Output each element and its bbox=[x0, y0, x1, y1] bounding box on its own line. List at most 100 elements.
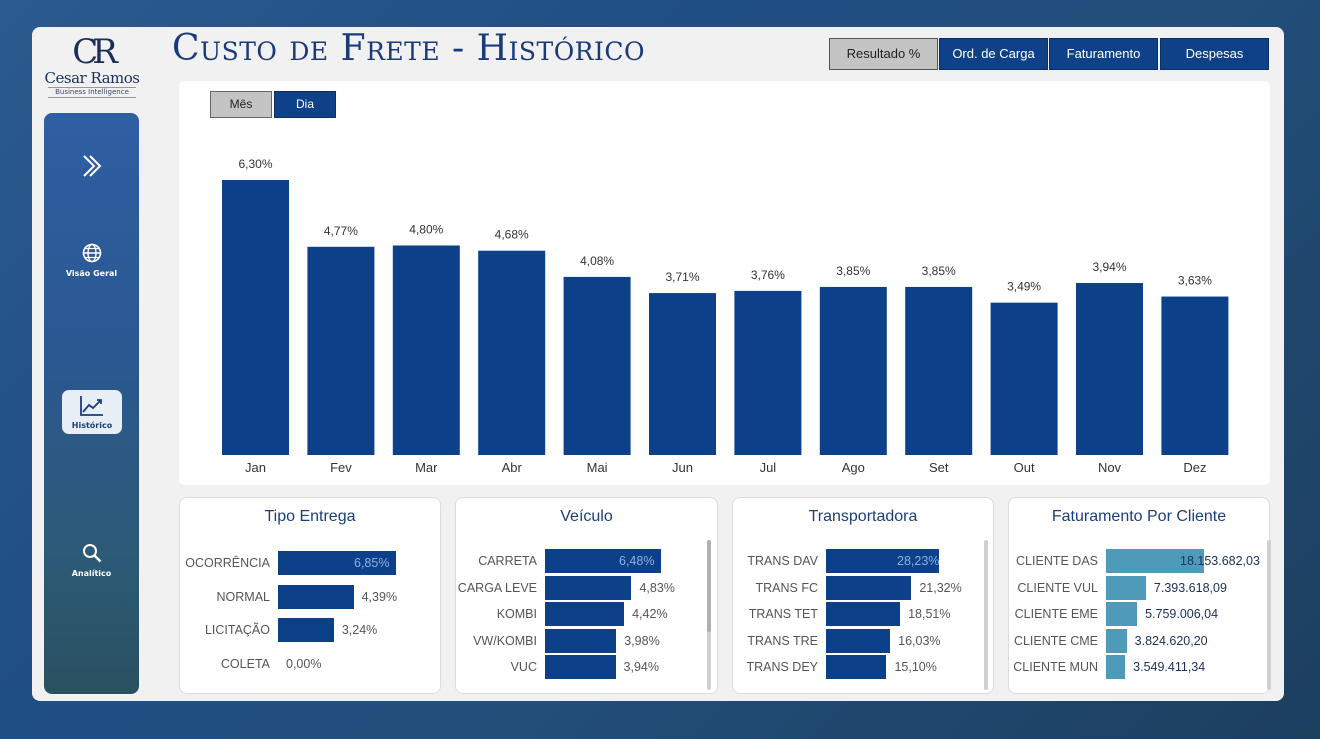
bar-value-label: 4,68% bbox=[495, 228, 529, 242]
bar[interactable] bbox=[1106, 655, 1126, 679]
bar[interactable] bbox=[1106, 575, 1146, 600]
bar-value-label: 3,63% bbox=[1178, 274, 1212, 288]
x-tick-label: Jan bbox=[245, 460, 266, 475]
list-item[interactable]: CARRETA 6,48% bbox=[456, 549, 717, 573]
brand-name: Cesar Ramos bbox=[44, 69, 140, 87]
list-item[interactable]: CLIENTE EME 5.759.006,04 bbox=[1009, 602, 1269, 626]
category-label: CLIENTE CME bbox=[1013, 633, 1098, 648]
list-item[interactable]: KOMBI 4,42% bbox=[456, 602, 717, 626]
bar[interactable] bbox=[826, 575, 912, 600]
category-label: COLETA bbox=[220, 656, 270, 671]
sidebar-item-label: Visão Geral bbox=[65, 269, 118, 278]
ord-carga-button[interactable]: Ord. de Carga bbox=[939, 38, 1048, 70]
sidebar-item-historico[interactable]: Histórico bbox=[62, 390, 122, 434]
list-item[interactable]: CLIENTE VUL 7.393.618,09 bbox=[1009, 575, 1269, 600]
x-tick-label: Ago bbox=[842, 460, 865, 475]
globe-icon bbox=[82, 243, 101, 263]
list-item[interactable]: TRANS DAV 28,23% bbox=[733, 549, 993, 573]
list-item[interactable]: OCORRÊNCIA 6,85% bbox=[180, 551, 440, 575]
bar-set[interactable] bbox=[905, 286, 973, 455]
value-label: 3.824.620,20 bbox=[1134, 633, 1208, 648]
bar-value-label: 4,77% bbox=[324, 224, 358, 238]
bar[interactable] bbox=[278, 618, 334, 642]
category-label: CLIENTE EME bbox=[1014, 607, 1098, 621]
sidebar-item-analitico[interactable]: Analítico bbox=[44, 543, 139, 578]
bar[interactable] bbox=[826, 602, 901, 626]
bar-mai[interactable] bbox=[563, 276, 631, 455]
bar-jul[interactable] bbox=[734, 290, 802, 455]
list-item[interactable]: CARGA LEVE 4,83% bbox=[456, 575, 717, 600]
list-item[interactable]: NORMAL 4,39% bbox=[180, 584, 440, 609]
dia-toggle-button[interactable]: Dia bbox=[274, 91, 336, 118]
bar-fev[interactable] bbox=[307, 246, 375, 455]
bar[interactable] bbox=[826, 549, 939, 573]
scrollbar-thumb[interactable] bbox=[707, 540, 711, 632]
scrollbar[interactable] bbox=[1267, 540, 1271, 690]
list-item[interactable]: COLETA 0,00% bbox=[180, 652, 440, 676]
bar[interactable] bbox=[826, 628, 891, 653]
bar-out[interactable] bbox=[990, 302, 1058, 455]
scrollbar[interactable] bbox=[984, 540, 988, 690]
card-title: Faturamento Por Cliente bbox=[1051, 508, 1227, 525]
value-label: 5.759.006,04 bbox=[1145, 607, 1219, 621]
value-label: 4,83% bbox=[639, 580, 675, 595]
x-tick-label: Mar bbox=[415, 460, 438, 475]
list-item[interactable]: CLIENTE MUN 3.549.411,34 bbox=[1009, 655, 1269, 679]
list-item[interactable]: VUC 3,94% bbox=[456, 655, 717, 679]
list-item[interactable]: CLIENTE CME 3.824.620,20 bbox=[1009, 628, 1269, 653]
list-item[interactable]: VW/KOMBI 3,98% bbox=[456, 628, 717, 653]
bar[interactable] bbox=[1106, 602, 1138, 626]
sidebar: Visão Geral Histórico Analítico bbox=[44, 113, 139, 694]
bar[interactable] bbox=[545, 655, 616, 679]
bar[interactable] bbox=[1106, 628, 1127, 653]
bar-value-label: 3,76% bbox=[751, 268, 785, 282]
bar-dez[interactable] bbox=[1161, 296, 1229, 455]
bar-ago[interactable] bbox=[819, 286, 887, 455]
category-label: CLIENTE DAS bbox=[1016, 554, 1098, 568]
bar[interactable] bbox=[278, 551, 396, 575]
mes-toggle-button[interactable]: Mês bbox=[210, 91, 272, 118]
resultado-button[interactable]: Resultado % bbox=[829, 38, 938, 70]
x-tick-label: Out bbox=[1014, 460, 1035, 475]
bar-jan[interactable] bbox=[222, 180, 289, 455]
category-label: TRANS DAV bbox=[747, 554, 818, 568]
bar-abr[interactable] bbox=[478, 250, 546, 455]
bar[interactable] bbox=[278, 584, 354, 609]
bar-nov[interactable] bbox=[1076, 283, 1143, 455]
list-item[interactable]: TRANS TRE 16,03% bbox=[733, 628, 993, 653]
list-item[interactable]: TRANS DEY 15,10% bbox=[733, 655, 993, 679]
category-label: CARGA LEVE bbox=[457, 580, 537, 595]
faturamento-button[interactable]: Faturamento bbox=[1049, 38, 1158, 70]
brand-logo: CR Cesar Ramos Business Intelligence bbox=[40, 34, 144, 106]
bar[interactable] bbox=[826, 655, 887, 679]
list-item[interactable]: CLIENTE DAS 18.153.682,03 bbox=[1009, 549, 1269, 573]
list-item[interactable]: TRANS TET 18,51% bbox=[733, 602, 993, 626]
category-label: CLIENTE VUL bbox=[1017, 580, 1098, 595]
bar[interactable] bbox=[545, 602, 625, 626]
list-item[interactable]: TRANS FC 21,32% bbox=[733, 575, 993, 600]
value-label: 3.549.411,34 bbox=[1133, 660, 1206, 674]
sidebar-expand-button[interactable] bbox=[44, 153, 139, 183]
bar-value-label: 3,85% bbox=[922, 264, 956, 278]
category-label: TRANS DEY bbox=[746, 660, 818, 674]
x-tick-label: Set bbox=[929, 460, 949, 475]
value-label: 21,32% bbox=[919, 580, 962, 595]
bar-value-label: 4,08% bbox=[580, 254, 614, 268]
bar[interactable] bbox=[545, 575, 632, 600]
bar-value-label: 6,30% bbox=[238, 157, 272, 171]
value-label: 18.153.682,03 bbox=[1180, 554, 1260, 568]
x-tick-label: Mai bbox=[587, 460, 608, 475]
card-title: Veículo bbox=[560, 508, 613, 525]
bar[interactable] bbox=[1106, 549, 1204, 573]
sidebar-item-visao-geral[interactable]: Visão Geral bbox=[44, 243, 139, 278]
bar-mar[interactable] bbox=[392, 245, 460, 455]
x-tick-label: Jul bbox=[760, 460, 777, 475]
bar[interactable] bbox=[545, 628, 617, 653]
category-label: TRANS FC bbox=[755, 580, 819, 595]
search-icon bbox=[82, 544, 101, 563]
despesas-button[interactable]: Despesas bbox=[1160, 38, 1269, 70]
bar-jun[interactable] bbox=[649, 293, 716, 455]
list-item[interactable]: LICITAÇÃO 3,24% bbox=[180, 618, 440, 642]
x-tick-label: Fev bbox=[330, 460, 352, 475]
bar[interactable] bbox=[545, 549, 661, 573]
